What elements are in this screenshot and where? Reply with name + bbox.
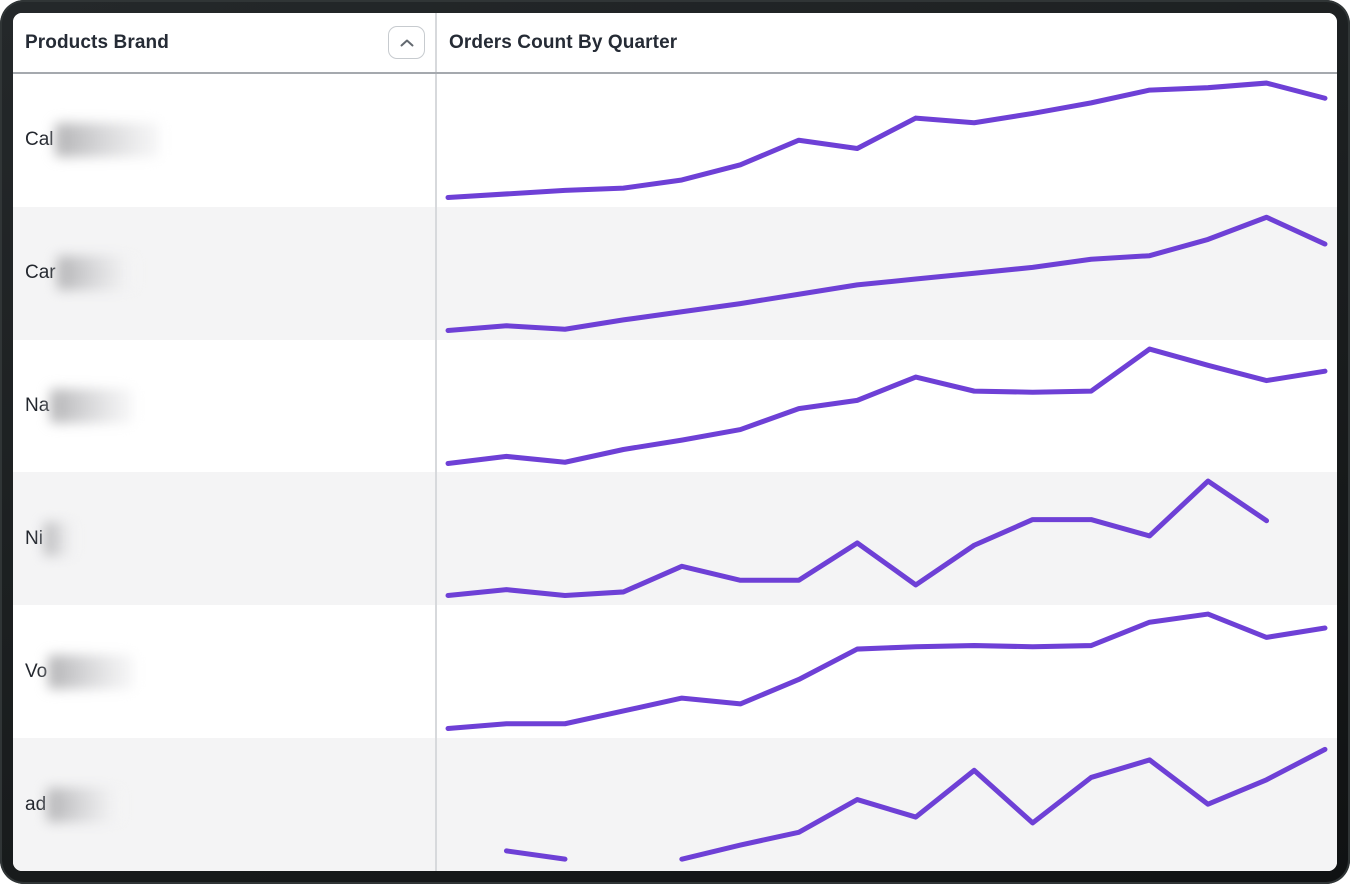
orders-count-header-label: Orders Count By Quarter bbox=[449, 31, 678, 53]
brand-name-prefix: Ni bbox=[25, 527, 43, 549]
sparkline-chart bbox=[445, 346, 1328, 466]
brand-name-redacted-blur bbox=[48, 654, 134, 689]
brand-name-redacted-blur bbox=[43, 521, 74, 556]
sparkline-cell bbox=[437, 340, 1337, 473]
brand-cell: Na bbox=[13, 339, 437, 473]
brand-name-redacted-blur bbox=[47, 787, 122, 822]
brand-name-redacted-blur bbox=[50, 389, 133, 424]
brand-name-redacted-blur bbox=[54, 123, 159, 158]
sparkline-segment bbox=[445, 479, 1270, 599]
table-body: Cal Car Na Ni Vo ad bbox=[13, 74, 1337, 871]
chevron-up-icon bbox=[400, 39, 413, 46]
sparkline-segment bbox=[503, 848, 568, 862]
brand-name-prefix: Vo bbox=[25, 660, 48, 682]
sparkline-chart bbox=[503, 746, 1328, 862]
brand-cell: ad bbox=[13, 738, 437, 871]
brand-name-prefix: Cal bbox=[25, 129, 54, 151]
sparkline-chart bbox=[445, 214, 1328, 333]
brand-cell: Car bbox=[13, 206, 437, 340]
brand-cell: Cal bbox=[13, 74, 437, 207]
brand-name-prefix: Na bbox=[25, 395, 50, 417]
sort-ascending-button[interactable] bbox=[388, 26, 425, 59]
sparkline-cell bbox=[437, 738, 1337, 871]
table-row: Car bbox=[13, 206, 1337, 340]
sparkline-segment bbox=[445, 611, 1328, 732]
sparkline-cell bbox=[437, 207, 1337, 340]
column-header-orders-count[interactable]: Orders Count By Quarter bbox=[437, 13, 1337, 72]
brand-name-redacted-blur bbox=[56, 256, 135, 291]
brand-cell: Ni bbox=[13, 472, 437, 606]
sparkline-segment bbox=[679, 746, 1328, 862]
table-row: ad bbox=[13, 738, 1337, 871]
brand-cell: Vo bbox=[13, 605, 437, 739]
brand-name-prefix: ad bbox=[25, 793, 47, 815]
table-header-row: Products Brand Orders Count By Quarter bbox=[13, 13, 1337, 74]
sparkline-cell bbox=[437, 74, 1337, 207]
sparkline-cell bbox=[437, 605, 1337, 738]
brand-name-prefix: Car bbox=[25, 262, 56, 284]
sparkline-segment bbox=[445, 346, 1328, 466]
sparkline-segment bbox=[445, 80, 1328, 200]
column-header-products-brand[interactable]: Products Brand bbox=[13, 13, 437, 72]
sparkline-segment bbox=[445, 214, 1328, 333]
table-row: Ni bbox=[13, 472, 1337, 606]
products-brand-header-label: Products Brand bbox=[25, 31, 169, 53]
sparkline-chart bbox=[445, 479, 1270, 599]
sparkline-chart bbox=[445, 80, 1328, 200]
table-row: Cal bbox=[13, 74, 1337, 207]
sparkline-chart bbox=[445, 611, 1328, 732]
table-row: Vo bbox=[13, 605, 1337, 739]
table-row: Na bbox=[13, 339, 1337, 473]
report-table: Products Brand Orders Count By Quarter C… bbox=[13, 13, 1337, 871]
sparkline-cell bbox=[437, 472, 1337, 605]
